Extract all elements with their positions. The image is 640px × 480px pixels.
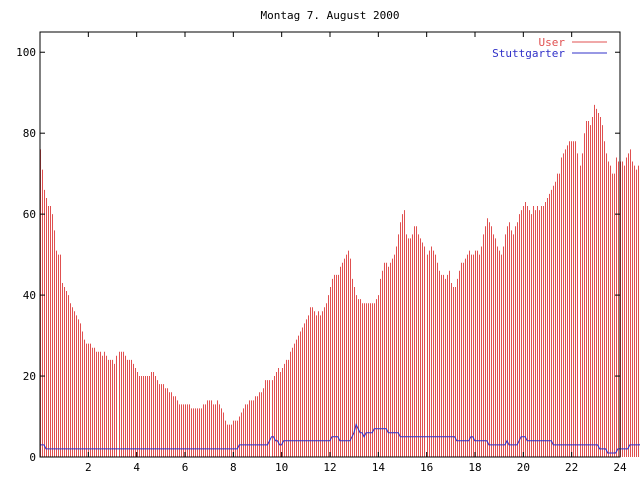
y-tick-label: 100 xyxy=(16,46,36,59)
x-tick-label: 2 xyxy=(85,461,92,474)
stuttgarter-line xyxy=(40,423,640,454)
user-bars xyxy=(40,104,639,457)
x-tick-label: 24 xyxy=(613,461,627,474)
y-tick-label: 40 xyxy=(23,289,36,302)
x-tick-label: 8 xyxy=(230,461,237,474)
x-tick-label: 14 xyxy=(372,461,386,474)
x-tick-label: 6 xyxy=(182,461,189,474)
y-tick-label: 80 xyxy=(23,127,36,140)
x-tick-label: 20 xyxy=(517,461,530,474)
y-tick-label: 60 xyxy=(23,208,36,221)
legend-label-stuttgarter: Stuttgarter xyxy=(492,47,565,60)
y-tick-label: 20 xyxy=(23,370,36,383)
x-tick-label: 16 xyxy=(420,461,433,474)
chart-title: Montag 7. August 2000 xyxy=(260,9,399,22)
legend-label-user: User xyxy=(539,36,566,49)
x-tick-label: 22 xyxy=(565,461,578,474)
x-tick-label: 12 xyxy=(323,461,336,474)
x-tick-label: 18 xyxy=(468,461,481,474)
y-tick-label: 0 xyxy=(29,451,36,464)
x-tick-label: 4 xyxy=(133,461,140,474)
x-tick-label: 10 xyxy=(275,461,288,474)
